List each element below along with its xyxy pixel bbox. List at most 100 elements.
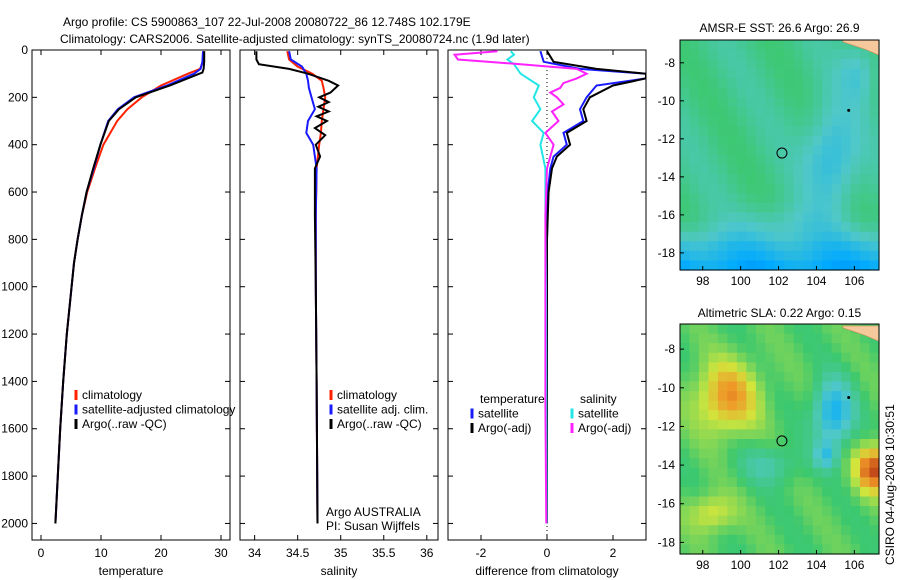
sst-map-cell [698, 174, 710, 185]
sst-map-cell [708, 155, 719, 166]
sst-map-cell [708, 78, 719, 89]
sst-map-cell [727, 164, 738, 175]
sst-map-cell [784, 59, 795, 70]
sst-map-cell [803, 193, 814, 204]
sla-map-cell [765, 371, 776, 383]
sst-map-cell [869, 97, 880, 108]
sst-map-cell [784, 202, 795, 214]
sla-map-cell [774, 439, 785, 450]
sst-map-cell [869, 135, 880, 147]
sla-map-cell [755, 534, 766, 546]
sst-map-cell [689, 212, 700, 223]
figure-title-line1: Argo profile: CS 5900863_107 22-Jul-2008… [63, 15, 471, 29]
sla-map-cell [869, 391, 880, 402]
sla-map-cell [831, 439, 842, 450]
sst-map-xtick-label: 102 [769, 274, 789, 288]
sst-map-cell [869, 193, 880, 204]
sst-map-cell [822, 260, 833, 271]
sla-map-cell [746, 477, 757, 488]
sst-map-cell [698, 193, 710, 204]
sst-map-cell [831, 260, 842, 271]
sla-map-cell [822, 496, 833, 507]
sst-map-cell [689, 183, 700, 194]
sla-map-cell [689, 419, 700, 431]
sla-map-cell [850, 448, 861, 459]
sst-map-cell [708, 250, 719, 262]
sla-map-cell [812, 343, 823, 354]
sst-map-cell [680, 183, 691, 194]
sst-map-cell [784, 135, 795, 147]
sla-map-cell [822, 381, 833, 392]
sla-map-cell [822, 506, 833, 517]
sla-map-cell [784, 486, 795, 498]
difference-series-temperature-argo-adj- [546, 50, 646, 524]
sla-map-cell [689, 371, 700, 383]
sst-map-cell [689, 155, 700, 166]
sla-map-cell [727, 362, 738, 373]
sst-map-cell [841, 68, 852, 79]
sla-map-cell [822, 410, 833, 421]
sla-map-cell [689, 534, 700, 546]
sst-map-cell [717, 212, 728, 223]
sla-map-cell [803, 448, 814, 459]
sst-map-cell [850, 135, 861, 147]
sst-map-cell [850, 164, 861, 175]
sst-map-cell [860, 107, 871, 118]
sst-map-cell [860, 202, 871, 214]
sst-map-cell [869, 155, 880, 166]
sla-map-cell [803, 381, 814, 392]
sla-map-cell [869, 525, 880, 536]
sst-map-cell [784, 155, 795, 166]
sla-map-cell [717, 467, 728, 478]
sla-map-cell [736, 381, 747, 392]
difference-xtick-label: -2 [476, 546, 487, 560]
sst-map-cell [803, 49, 814, 60]
sla-map-cell [755, 448, 766, 459]
sla-map-title: Altimetric SLA: 0.22 Argo: 0.15 [698, 306, 862, 320]
sst-map-cell [841, 260, 852, 271]
sst-map-cell [774, 241, 785, 252]
sla-map-cell [746, 515, 757, 526]
sla-map-cell [860, 381, 871, 392]
sst-map-cell [708, 145, 719, 156]
sla-map-cell [831, 506, 842, 517]
sla-map-cell [717, 458, 728, 469]
sla-map-cell [727, 333, 738, 344]
sla-map-cell [774, 525, 785, 536]
sst-map-cell [698, 78, 710, 89]
sst-map-cell [822, 241, 833, 252]
sst-map-cell [793, 155, 804, 166]
salinity-xtick-label: 34.5 [286, 546, 310, 560]
sla-map-cell [822, 333, 833, 344]
sst-map-cell [755, 212, 766, 223]
sla-map-cell [860, 448, 871, 459]
sla-map-cell [736, 371, 747, 383]
sst-map-cell [698, 222, 710, 233]
sla-map-cell [850, 352, 861, 363]
sla-map-cell [803, 439, 814, 450]
sst-map-cell [708, 49, 719, 60]
sla-map-cell [774, 333, 785, 344]
sst-map-cell [850, 155, 861, 166]
sla-map-cell [803, 343, 814, 354]
sla-map-cell [736, 525, 747, 536]
sla-map-cell [689, 506, 700, 517]
sst-map-cell [765, 78, 776, 89]
sst-map-cell [803, 250, 814, 262]
sla-map-cell [784, 410, 795, 421]
sla-map-cell [841, 429, 852, 440]
sla-map-xtick-label: 100 [731, 558, 751, 572]
sst-map-cell [698, 116, 710, 127]
sla-map-cell [812, 371, 823, 383]
sla-map-cell [708, 381, 719, 392]
sla-map-cell [784, 400, 795, 411]
sst-map-cell [708, 87, 719, 99]
sla-map-cell [860, 525, 871, 536]
sst-map-cell [812, 49, 823, 60]
sst-map-cell [841, 87, 852, 99]
sst-map-cell [736, 97, 747, 108]
sla-map-cell [774, 352, 785, 363]
sla-map-cell [746, 467, 757, 478]
sst-map-cell [717, 260, 728, 271]
sla-map-cell [784, 343, 795, 354]
